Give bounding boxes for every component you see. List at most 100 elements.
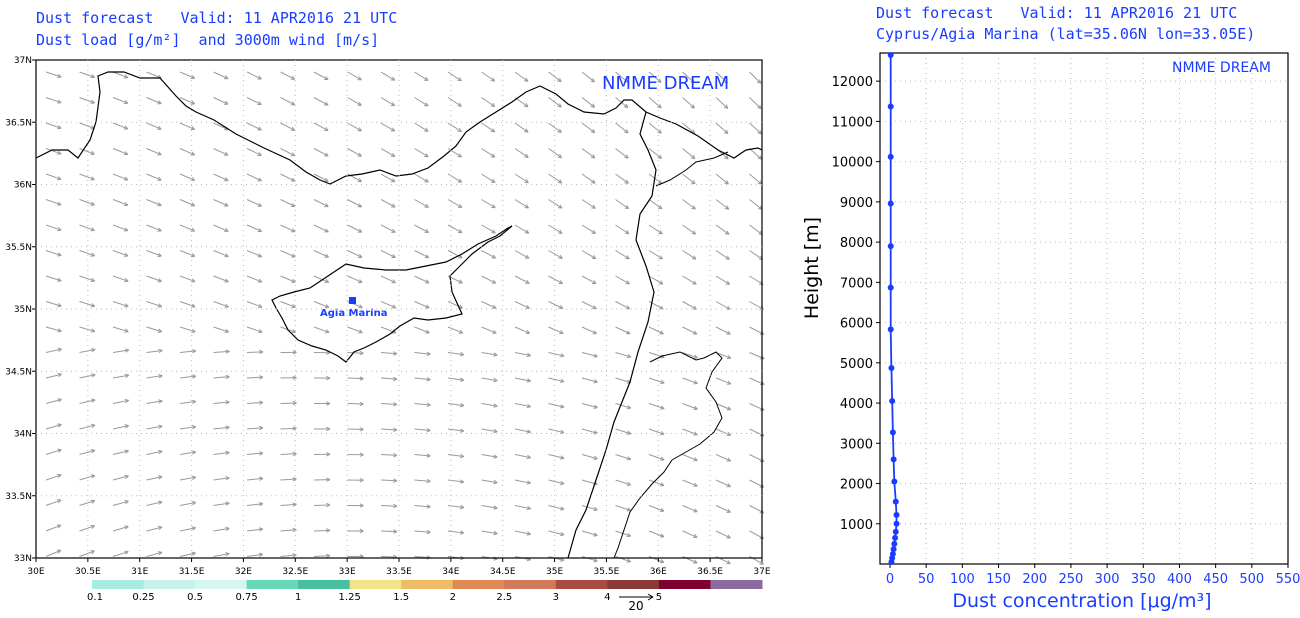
wind-arrow — [213, 326, 230, 334]
wind-arrow — [380, 275, 396, 284]
profile-point — [887, 326, 894, 333]
profile-axes: 0 50 100 150 200 250 300 350 400 450 500 550 1000 200… — [832, 52, 1300, 587]
wind-arrow — [246, 301, 263, 308]
profile-point — [888, 558, 895, 565]
wind-arrow — [514, 301, 530, 309]
wind-arrow — [514, 71, 529, 82]
wind-arrow — [380, 376, 398, 382]
wind-arrow — [682, 71, 695, 84]
wind-arrow — [548, 352, 565, 358]
wind-arrow — [146, 326, 163, 333]
lat-tick-label: 36N — [14, 181, 32, 191]
wind-arrow — [749, 275, 764, 286]
profile-point — [889, 429, 896, 436]
wind-arrow — [112, 449, 129, 455]
lat-tick-label: 33N — [14, 554, 32, 564]
wind-arrow — [715, 454, 732, 462]
lat-tick-label: 34N — [14, 430, 32, 440]
wind-arrow — [213, 501, 230, 506]
wind-arrow — [414, 428, 431, 433]
wind-arrow — [715, 250, 730, 260]
wind-arrow — [414, 173, 429, 183]
wind-arrow — [447, 377, 465, 382]
wind-arrow — [749, 199, 763, 210]
wind-arrow — [715, 326, 731, 335]
wind-arrow — [615, 148, 629, 159]
wind-arrow — [447, 224, 463, 234]
wind-arrow — [615, 454, 632, 461]
lat-tick-label: 35N — [14, 305, 32, 315]
wind-arrow — [79, 250, 95, 257]
wind-arrow — [280, 426, 297, 431]
wind-arrow — [79, 373, 96, 379]
wind-arrow — [414, 301, 430, 309]
wind-arrow — [347, 477, 364, 483]
wind-arrow — [615, 301, 631, 310]
wind-arrow — [45, 122, 62, 130]
wind-arrow — [146, 348, 163, 354]
wind-arrow — [548, 326, 564, 335]
colorbar-swatch — [298, 580, 351, 589]
wind-arrow — [581, 224, 596, 235]
wind-arrow — [112, 424, 129, 430]
wind-arrow — [347, 224, 363, 233]
profile-point — [889, 550, 896, 557]
wind-arrow — [347, 97, 362, 106]
wind-arrow — [280, 301, 296, 309]
wind-arrow — [615, 479, 632, 486]
profile-point — [890, 456, 897, 463]
lon-tick-label: 30E — [27, 567, 44, 577]
colorbar-swatch — [452, 580, 505, 589]
wind-arrow — [615, 556, 631, 563]
wind-arrow — [481, 122, 496, 133]
wind-arrow — [112, 500, 129, 506]
wind-arrow — [179, 425, 197, 430]
wind-arrow — [79, 173, 95, 181]
wind-arrow — [447, 71, 462, 82]
wind-arrow — [347, 503, 364, 508]
wind-arrow — [179, 199, 196, 207]
wind-arrow — [179, 173, 196, 182]
wind-arrow — [581, 148, 596, 159]
wind-arrow — [715, 275, 731, 285]
wind-arrow — [179, 71, 196, 80]
wind-arrow — [246, 173, 262, 182]
wind-arrow — [79, 301, 96, 308]
wind-arrow — [280, 97, 296, 106]
profile-point — [892, 534, 899, 541]
wind-arrow — [79, 148, 95, 155]
wind-arrow — [380, 453, 398, 458]
wind-arrow — [481, 173, 496, 184]
wind-arrow — [548, 148, 563, 159]
colorbar-label: 3 — [553, 592, 559, 603]
wind-arrow — [581, 250, 597, 260]
wind-arrow — [347, 148, 362, 157]
wind-arrow — [246, 97, 262, 106]
lon-tick-label: 31E — [131, 567, 148, 577]
wind-arrow — [682, 250, 697, 260]
wind-arrow — [179, 450, 197, 455]
wind-arrow — [548, 428, 565, 435]
wind-arrow — [146, 475, 163, 481]
wind-arrow — [280, 250, 296, 258]
wind-arrow — [79, 122, 95, 130]
wind-arrow — [313, 553, 331, 559]
profile-grid — [880, 53, 1288, 564]
wind-arrow — [45, 301, 62, 308]
wind-arrow — [648, 122, 662, 134]
wind-arrow — [682, 479, 698, 487]
border-israel-jordan — [613, 459, 673, 559]
wind-arrow — [615, 428, 632, 435]
wind-arrow — [313, 301, 330, 309]
wind-arrow — [179, 374, 197, 379]
wind-arrow — [715, 224, 730, 235]
profile-point — [887, 52, 894, 59]
wind-arrow — [581, 377, 598, 384]
wind-arrow — [179, 349, 197, 354]
wind-arrow — [615, 275, 630, 285]
wind-arrow — [112, 97, 129, 105]
profile-y-tick-label: 8000 — [840, 236, 873, 251]
colorbar-swatch — [246, 580, 299, 589]
wind-arrow — [447, 326, 464, 334]
profile-y-tick-label: 9000 — [840, 196, 873, 211]
